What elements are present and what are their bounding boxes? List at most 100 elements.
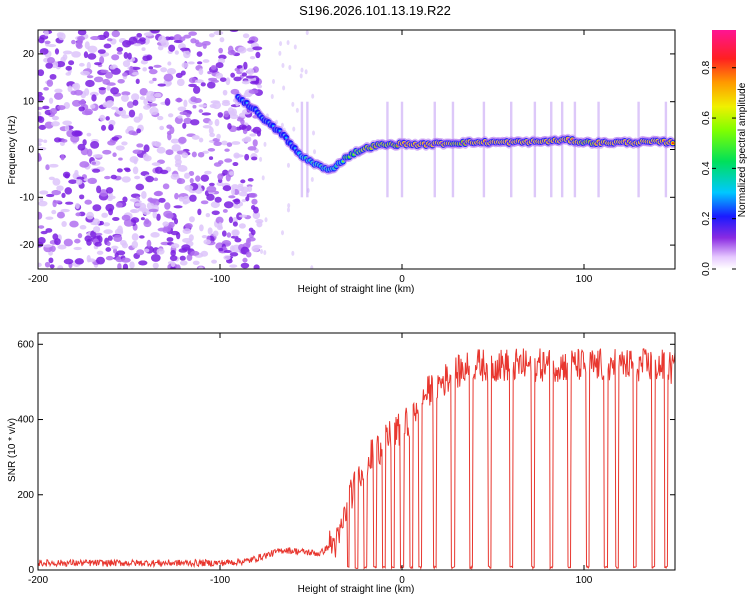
noise-blob [138, 37, 146, 42]
noise-blob [184, 223, 193, 229]
noise-blob [190, 250, 200, 256]
speckle [261, 175, 265, 181]
noise-blob [68, 179, 78, 184]
noise-blob [223, 249, 233, 253]
spectrogram-heatmap [38, 30, 675, 269]
noise-blob [188, 77, 197, 84]
noise-blob [143, 32, 154, 37]
noise-blob [229, 252, 239, 257]
noise-blob [223, 255, 231, 261]
noise-blob [113, 247, 118, 254]
noise-blob [244, 136, 252, 142]
noise-blob [74, 258, 84, 265]
noise-blob [191, 151, 197, 158]
noise-blob [251, 198, 258, 205]
noise-blob [206, 185, 217, 193]
noise-blob [222, 185, 232, 192]
noise-blob [208, 33, 215, 38]
noise-blob [248, 192, 258, 198]
noise-blob [75, 40, 82, 48]
speckle [304, 69, 308, 75]
noise-blob [105, 116, 110, 121]
noise-blob [63, 238, 73, 247]
speckle [259, 156, 263, 162]
noise-blob [197, 208, 202, 216]
noise-blob [122, 196, 128, 203]
noise-blob [110, 174, 117, 180]
spectrogram-ylabel: Frequency (Hz) [7, 116, 18, 185]
noise-blob [122, 263, 129, 269]
noise-blob [141, 190, 147, 199]
noise-blob [92, 218, 101, 226]
speckle [292, 126, 296, 132]
noise-blob [107, 100, 114, 107]
noise-blob [79, 194, 85, 200]
noise-blob [213, 30, 224, 36]
noise-blob [70, 134, 80, 143]
noise-blob [156, 213, 161, 221]
noise-blob [138, 112, 143, 121]
noise-blob [44, 40, 51, 45]
noise-blob [205, 212, 211, 218]
speckle [291, 101, 295, 107]
speckle [263, 250, 267, 256]
noise-blob [157, 45, 164, 51]
noise-blob [99, 114, 106, 122]
noise-blob [57, 265, 64, 269]
noise-blob [106, 38, 113, 42]
noise-blob [105, 187, 114, 194]
noise-blob [154, 92, 162, 98]
noise-blob [150, 253, 161, 262]
noise-blob [86, 75, 94, 79]
noise-blob [48, 257, 54, 264]
noise-blob [168, 44, 176, 52]
noise-blob [122, 39, 132, 48]
noise-blob [126, 125, 134, 132]
noise-blob [38, 111, 42, 117]
noise-blob [152, 210, 157, 219]
noise-blob [202, 59, 210, 63]
noise-blob [247, 146, 257, 151]
noise-blob [77, 30, 87, 36]
noise-blob [77, 233, 83, 239]
snr-ytick-label: 400 [17, 415, 34, 426]
noise-blob [198, 68, 204, 75]
noise-blob [118, 107, 124, 112]
noise-blob [146, 239, 152, 248]
noise-blob [73, 246, 82, 251]
noise-blob [80, 70, 91, 76]
noise-blob [189, 194, 197, 202]
noise-blob [214, 118, 220, 127]
noise-blob [162, 221, 169, 227]
noise-blob [145, 175, 154, 183]
noise-blob [38, 142, 42, 147]
noise-blob [157, 35, 167, 44]
noise-blob [241, 72, 248, 77]
snr-ytick-label: 200 [17, 490, 34, 501]
noise-blob [77, 143, 86, 151]
speckle [300, 67, 304, 73]
noise-blob [178, 136, 187, 144]
noise-blob [170, 230, 180, 236]
noise-blob [237, 46, 247, 54]
noise-blob [206, 193, 215, 201]
noise-blob [164, 202, 171, 210]
speckle [279, 41, 283, 47]
noise-blob [166, 81, 172, 86]
noise-blob [226, 142, 233, 147]
noise-blob [38, 91, 43, 97]
noise-blob [241, 199, 247, 203]
noise-blob [62, 120, 73, 126]
noise-blob [157, 115, 164, 121]
noise-blob [183, 50, 191, 59]
noise-blob [49, 108, 58, 115]
noise-blob [138, 260, 148, 266]
noise-blob [39, 48, 49, 55]
noise-blob [38, 236, 46, 244]
noise-blob [217, 160, 224, 165]
noise-blob [96, 185, 102, 194]
noise-blob [132, 72, 140, 76]
noise-blob [181, 152, 189, 159]
noise-blob [110, 87, 120, 95]
noise-blob [208, 156, 214, 161]
